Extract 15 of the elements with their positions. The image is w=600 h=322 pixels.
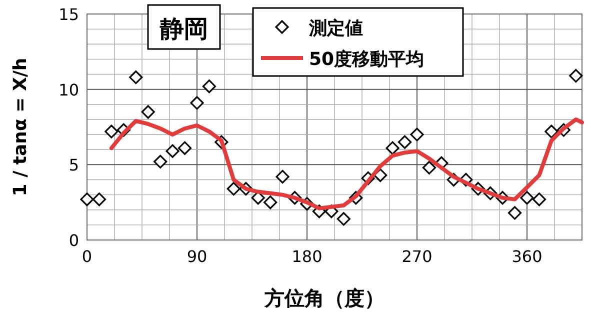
y-axis-title: 1 / tanα = X/h <box>10 58 31 196</box>
x-tick-label: 0 <box>82 247 92 266</box>
x-tick-label: 180 <box>292 247 322 266</box>
legend-label: 50度移動平均 <box>309 49 424 70</box>
y-tick-label: 5 <box>68 156 79 175</box>
chart-title: 静岡 <box>159 15 208 43</box>
y-tick-label: 15 <box>58 5 79 24</box>
y-tick-label: 10 <box>58 80 79 100</box>
title: 静岡 <box>147 4 221 50</box>
x-tick-label: 270 <box>402 247 432 266</box>
x-tick-label: 90 <box>186 247 208 266</box>
y-tick-label: 0 <box>68 231 79 250</box>
legend-label: 測定値 <box>308 18 363 39</box>
x-tick-label: 360 <box>512 247 542 266</box>
x-axis-title: 方位角（度） <box>264 286 384 310</box>
